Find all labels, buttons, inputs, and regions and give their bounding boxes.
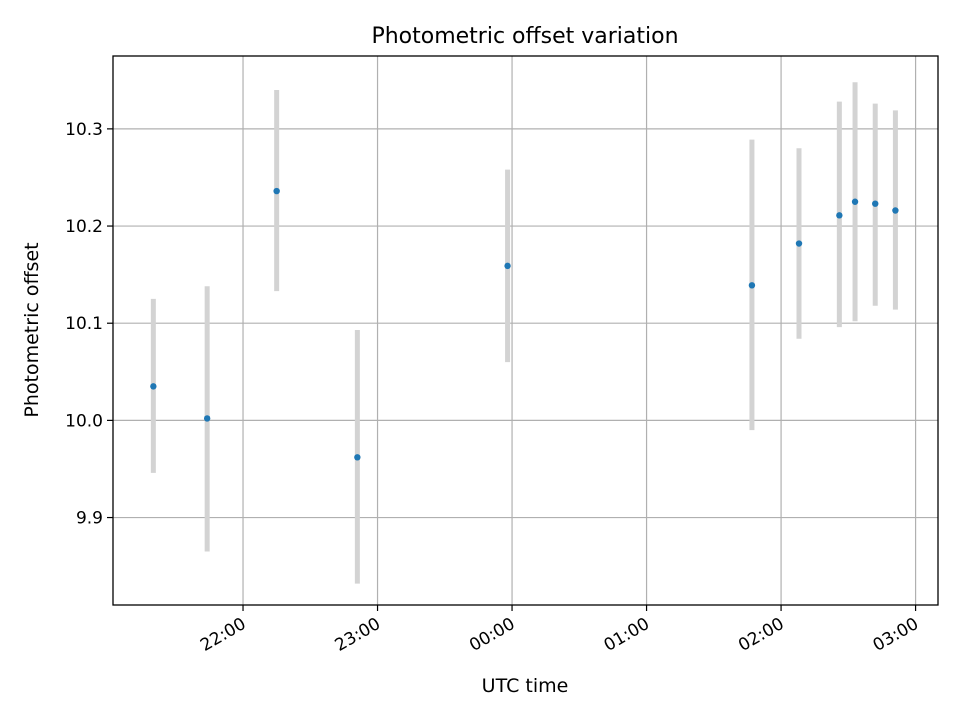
data-point [203, 415, 211, 422]
data-point [851, 198, 859, 205]
data-point [150, 383, 157, 390]
data-point [836, 212, 843, 219]
error-bars [150, 82, 898, 584]
data-point [748, 282, 756, 289]
data-point [504, 262, 511, 270]
x-tick-label: 03:00 [870, 614, 922, 656]
chart-title: Photometric offset variation [371, 24, 678, 49]
x-tick-label: 00:00 [466, 614, 518, 656]
x-tick-label: 01:00 [601, 614, 653, 656]
x-axis-ticks: 22:00 23:00 00:00 01:00 02:00 03:00 [197, 605, 922, 656]
y-axis-ticks: 9.9 10.0 10.1 10.2 10.3 [65, 120, 113, 529]
grid [113, 56, 938, 605]
data-point [354, 454, 361, 461]
y-tick-label: 10.1 [65, 314, 103, 334]
data-point [892, 207, 899, 214]
y-tick-label: 10.2 [65, 217, 103, 237]
x-tick-label: 22:00 [197, 614, 249, 656]
plot-frame [112, 55, 939, 606]
data-point [795, 240, 803, 247]
data-point [872, 200, 879, 207]
x-tick-label: 02:00 [735, 614, 787, 656]
x-axis-label: UTC time [482, 675, 569, 697]
data-points [150, 187, 899, 461]
y-tick-label: 10.3 [65, 120, 103, 140]
data-point [273, 187, 280, 195]
y-tick-label: 10.0 [65, 411, 103, 431]
x-tick-label: 23:00 [332, 614, 384, 656]
y-axis-label: Photometric offset [21, 242, 43, 417]
y-tick-label: 9.9 [76, 509, 103, 529]
